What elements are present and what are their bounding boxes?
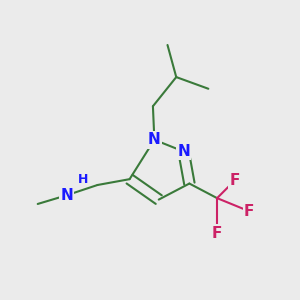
Text: F: F [230,173,240,188]
Text: F: F [244,204,254,219]
Text: N: N [148,132,161,147]
Text: N: N [177,144,190,159]
Text: H: H [78,173,88,186]
Text: F: F [212,226,222,241]
Text: N: N [61,188,73,203]
